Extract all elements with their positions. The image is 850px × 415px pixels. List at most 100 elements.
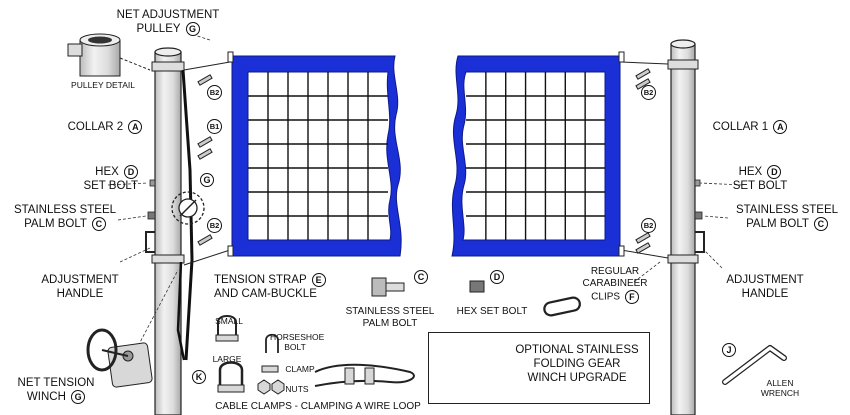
label-net-tension-winch: NET TENSION WINCH G (6, 376, 106, 404)
label-line: CLIPS F (570, 290, 660, 304)
label-line: STAINLESS STEEL (13, 204, 117, 216)
badge-d: D (124, 165, 138, 179)
label-text: COLLAR 1 (712, 121, 769, 134)
label-line: HORSESHOE (270, 332, 325, 342)
label-optional-winch-upgrade: OPTIONAL STAINLESS FOLDING GEAR WINCH UP… (512, 343, 642, 385)
badge-b2-right-bottom: B2 (639, 218, 656, 233)
net-left-panel (227, 51, 402, 257)
badge-c: C (91, 217, 106, 231)
label-line: AND CAM-BUCKLE (214, 288, 317, 301)
badge-e: E (311, 273, 326, 287)
badge-b1-left: B1 (205, 119, 222, 134)
label-line: HANDLE (741, 288, 789, 300)
label-text: WINCH (26, 391, 66, 404)
label-collar-2: COLLAR 2 A (60, 120, 150, 134)
label-text: PALM BOLT (24, 218, 87, 231)
bolt-drawings-right (635, 68, 651, 254)
label-line: HEX D (720, 165, 800, 179)
label-line: OPTIONAL STAINLESS (515, 344, 639, 356)
bolt-drawings-left (197, 74, 213, 246)
palm-bolt-part (371, 277, 405, 297)
label-cable-clamps: CABLE CLAMPS - CLAMPING A WIRE LOOP (215, 401, 421, 412)
label-line: STAINLESS STEEL (735, 204, 839, 216)
label-hex-set-bolt-right: HEX D SET BOLT (720, 165, 800, 193)
badge-c-part: C (412, 270, 428, 284)
label-line: NET TENSION (17, 377, 95, 389)
net-right-panel (451, 51, 625, 257)
label-line: CARABINEER (582, 278, 648, 289)
leader-lines (107, 32, 743, 351)
label-line: PALM BOLT (362, 318, 418, 329)
badge-g-left: G (198, 173, 214, 187)
hex-set-bolt-part (469, 280, 485, 293)
label-text: CLIPS (591, 291, 621, 303)
badge-g: G (71, 390, 86, 404)
label-horseshoe-bolt: HORSESHOE BOLT (270, 332, 325, 352)
label-tension-strap: TENSION STRAP E AND CAM-BUCKLE (214, 273, 334, 301)
badge-g: G (185, 22, 200, 36)
allen-wrench-part (722, 345, 787, 385)
label-line: REGULAR (590, 266, 640, 277)
label-line: HEX D (58, 165, 138, 179)
badge-d: D (767, 165, 782, 179)
label-pulley-detail: PULLEY DETAIL (71, 80, 135, 90)
left-pole (145, 47, 231, 415)
label-carabiner-clips: REGULAR CARABINEER CLIPS F (570, 266, 660, 304)
label-nuts: NUTS (285, 384, 309, 394)
label-collar-1: COLLAR 1 A (705, 120, 795, 134)
badge-j: J (722, 343, 736, 357)
label-hex-set-bolt-part: HEX SET BOLT (456, 306, 528, 317)
pulley-detail-illustration (67, 33, 151, 77)
label-line: TENSION STRAP E (214, 273, 334, 287)
badge-b2: B2 (641, 85, 656, 100)
label-line: ADJUSTMENT (41, 274, 119, 286)
badge-b2-left-top: B2 (205, 85, 222, 100)
badge-k: K (192, 370, 206, 384)
badge-c: C (813, 217, 828, 231)
label-text: HEX (95, 166, 119, 179)
label-ss-palm-bolt-left: STAINLESS STEEL PALM BOLT C (10, 203, 120, 231)
label-line: WINCH UPGRADE (527, 372, 627, 384)
badge-c: C (414, 270, 428, 284)
label-text: TENSION STRAP (214, 274, 307, 287)
right-pole (620, 39, 705, 415)
label-hex-set-bolt-left: HEX D SET BOLT (58, 165, 138, 193)
badge-d-part: D (488, 270, 504, 284)
label-ss-palm-bolt-part: STAINLESS STEEL PALM BOLT (345, 306, 435, 330)
label-line: PALM BOLT C (10, 217, 120, 231)
cable-clamp-parts (215, 315, 415, 395)
label-line: PULLEY G (98, 22, 238, 36)
label-small: SMALL (215, 316, 243, 326)
label-line: ADJUSTMENT (726, 274, 804, 286)
badge-a: A (773, 120, 788, 134)
label-line: WINCH G (6, 390, 106, 404)
label-line: PALM BOLT C (732, 217, 842, 231)
optional-winch-upgrade-box (428, 332, 650, 404)
label-text: PULLEY (136, 23, 181, 36)
label-line: ALLEN (766, 378, 794, 388)
label-line: WRENCH (760, 388, 800, 398)
label-ss-palm-bolt-right: STAINLESS STEEL PALM BOLT C (732, 203, 842, 231)
badge-d: D (490, 270, 504, 284)
label-text: COLLAR 2 (67, 121, 124, 134)
carabiner-part (543, 296, 581, 317)
label-net-adjustment-pulley: NET ADJUSTMENT PULLEY G (98, 8, 238, 36)
label-line: SET BOLT (83, 180, 138, 193)
label-line: STAINLESS STEEL (345, 306, 435, 317)
badge-b2-left-bottom: B2 (205, 218, 222, 233)
label-adjustment-handle-right: ADJUSTMENT HANDLE (715, 273, 815, 301)
badge-b1: B1 (207, 119, 222, 134)
label-line: BOLT (284, 342, 306, 352)
badge-g: G (200, 173, 214, 187)
label-line: HANDLE (56, 288, 104, 300)
label-line: NET ADJUSTMENT (116, 9, 220, 21)
label-large: LARGE (212, 354, 242, 364)
label-line: SET BOLT (732, 180, 788, 193)
label-line: FOLDING GEAR (533, 358, 621, 370)
badge-b2: B2 (207, 218, 222, 233)
badge-f: F (624, 290, 639, 304)
badge-b2: B2 (641, 218, 656, 233)
winch-part (86, 328, 153, 388)
